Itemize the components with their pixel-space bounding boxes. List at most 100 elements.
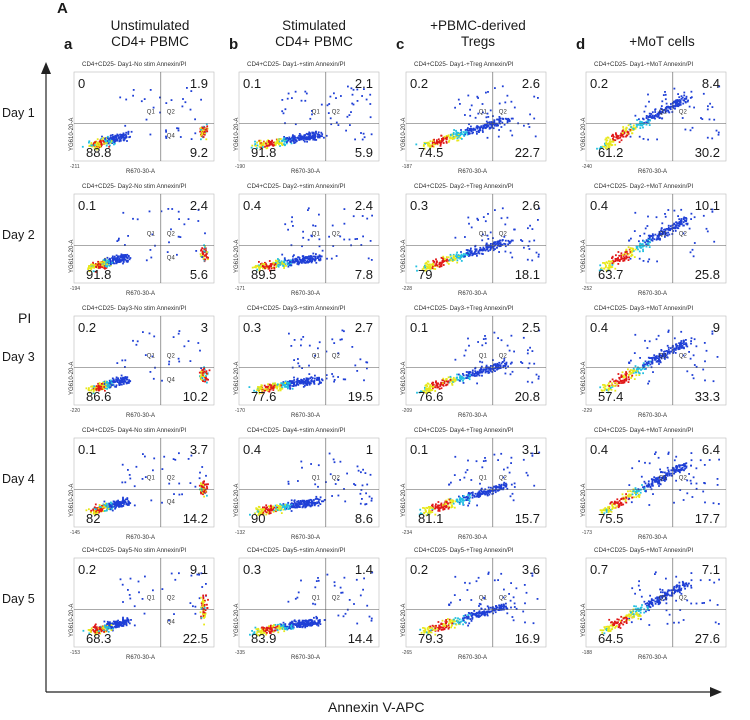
event-dot: [683, 94, 686, 97]
event-dot: [427, 141, 430, 144]
event-dot: [369, 93, 372, 96]
panel-events: [251, 207, 373, 272]
event-dot: [647, 215, 649, 218]
event-dot: [111, 255, 114, 258]
event-dot: [460, 378, 463, 381]
event-dot: [682, 232, 685, 235]
event-dot: [165, 102, 168, 104]
event-dot: [351, 102, 354, 105]
event-dot: [661, 110, 664, 113]
event-dot: [282, 508, 285, 511]
event-dot: [462, 382, 465, 384]
event-dot: [533, 117, 536, 120]
event-dot: [642, 123, 645, 125]
event-dot: [679, 99, 682, 102]
gate-label-q1: Q1: [312, 476, 321, 482]
event-dot: [331, 373, 333, 375]
day-label-4: Day 4: [2, 472, 35, 486]
event-dot: [282, 139, 285, 142]
event-dot: [109, 260, 112, 262]
event-dot: [459, 137, 462, 139]
event-dot: [281, 386, 283, 389]
panel-y-axis-label: YG610-20-A: [234, 118, 240, 151]
event-dot: [319, 255, 322, 257]
event-dot: [90, 268, 93, 271]
event-dot: [100, 143, 103, 146]
event-dot: [368, 495, 371, 498]
event-dot: [669, 107, 672, 110]
event-dot: [107, 141, 110, 144]
event-dot: [652, 371, 654, 373]
event-dot: [100, 385, 103, 388]
event-dot: [153, 457, 156, 460]
event-dot: [316, 498, 319, 500]
event-dot: [604, 142, 606, 145]
event-dot: [279, 505, 282, 508]
event-dot: [449, 253, 452, 256]
event-dot: [502, 118, 505, 120]
event-dot: [680, 342, 682, 345]
event-dot: [647, 93, 649, 96]
event-dot: [435, 381, 437, 384]
event-dot: [429, 385, 431, 388]
event-dot: [657, 360, 659, 363]
event-dot: [123, 138, 126, 141]
event-dot: [201, 373, 204, 376]
event-dot: [288, 504, 291, 507]
event-dot: [259, 388, 261, 391]
event-dot: [127, 255, 130, 257]
event-dot: [314, 354, 316, 357]
event-dot: [498, 245, 501, 248]
event-dot: [693, 364, 696, 366]
event-dot: [673, 337, 676, 340]
event-dot: [101, 506, 104, 509]
event-dot: [85, 387, 88, 390]
panel-events: [81, 87, 209, 151]
event-dot: [296, 263, 299, 265]
event-dot: [339, 338, 342, 341]
event-dot: [117, 239, 120, 242]
event-dot: [442, 255, 445, 258]
event-dot: [464, 129, 467, 131]
event-dot: [280, 384, 282, 387]
event-dot: [178, 330, 181, 332]
panel-4-b: CD4+CD25- Day4-+stim Annexin/PIYG610-20-…: [234, 427, 380, 541]
event-dot: [664, 236, 666, 238]
event-dot: [644, 105, 647, 108]
event-dot: [498, 118, 501, 120]
event-dot: [369, 473, 372, 476]
event-dot: [315, 132, 317, 135]
event-dot: [264, 267, 266, 270]
event-dot: [469, 253, 471, 256]
event-dot: [485, 120, 488, 123]
event-dot: [152, 469, 154, 472]
panel-y-axis-label: YG610-20-A: [581, 240, 587, 273]
event-dot: [489, 249, 492, 251]
event-dot: [511, 370, 514, 373]
event-dot: [436, 264, 439, 267]
event-dot: [665, 354, 668, 357]
event-dot: [682, 99, 685, 102]
event-dot: [494, 488, 497, 490]
event-dot: [649, 236, 651, 239]
event-dot: [651, 358, 654, 361]
event-dot: [467, 504, 469, 507]
event-dot: [459, 377, 462, 380]
event-dot: [660, 227, 663, 230]
event-dot: [258, 145, 261, 148]
event-dot: [442, 139, 445, 141]
event-dot: [444, 503, 447, 505]
event-dot: [432, 262, 434, 265]
event-dot: [206, 487, 209, 490]
event-dot: [659, 110, 662, 113]
event-dot: [486, 125, 489, 128]
event-dot: [658, 238, 661, 241]
event-dot: [651, 239, 654, 242]
event-dot: [102, 259, 105, 261]
quadrant-q1-value: 0.2: [590, 76, 608, 91]
event-dot: [315, 495, 318, 498]
event-dot: [621, 130, 624, 133]
event-dot: [279, 145, 281, 147]
event-dot: [298, 134, 300, 137]
event-dot: [658, 363, 660, 365]
